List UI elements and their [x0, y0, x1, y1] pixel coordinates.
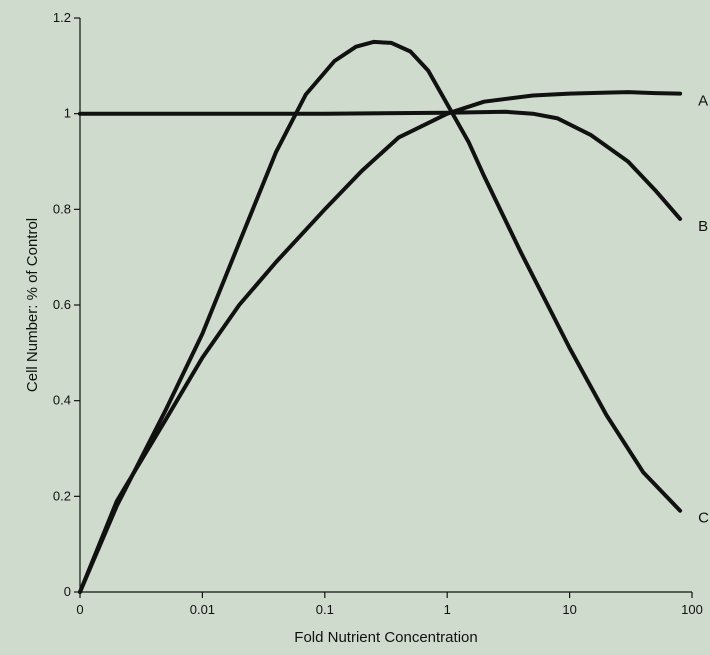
y-tick-label: 0.4	[53, 393, 71, 408]
series-lines	[78, 39, 683, 594]
y-tick-label: 0.6	[53, 297, 71, 312]
x-axis-title: Fold Nutrient Concentration	[294, 629, 477, 646]
y-tick-label: 0	[64, 584, 71, 599]
x-tick-label: 0	[76, 602, 83, 617]
series-label-a: A	[698, 93, 708, 110]
x-tick-label: 0.01	[190, 602, 215, 617]
series-labels: A B C	[698, 93, 709, 527]
y-tick-label: 1	[64, 106, 71, 121]
y-axis-title: Cell Number: % of Control	[24, 218, 41, 392]
series-line-a	[78, 90, 683, 594]
y-tick-label: 0.8	[53, 201, 71, 216]
x-tick-label: 10	[562, 602, 576, 617]
series-label-c: C	[698, 510, 709, 527]
series-line-c	[78, 39, 683, 594]
series-label-b: B	[698, 218, 708, 235]
x-tick-label: 1	[444, 602, 451, 617]
y-tick-label: 1.2	[53, 10, 71, 25]
y-ticks: 0 0.2 0.4 0.6 0.8 1 1.2	[53, 10, 80, 599]
x-tick-label: 100	[681, 602, 703, 617]
x-tick-label: 0.1	[316, 602, 334, 617]
series-line-b	[78, 109, 683, 221]
y-tick-label: 0.2	[53, 488, 71, 503]
x-ticks: 0 0.01 0.1 1 10 100	[76, 592, 703, 617]
